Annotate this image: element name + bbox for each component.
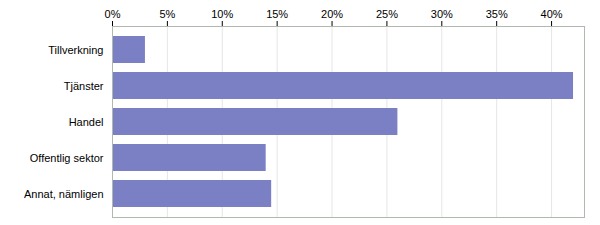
svg-text:15%: 15%: [266, 8, 288, 20]
svg-text:Tjänster: Tjänster: [64, 80, 104, 92]
svg-text:20%: 20%: [321, 8, 343, 20]
svg-text:35%: 35%: [486, 8, 508, 20]
svg-text:Tillverkning: Tillverkning: [48, 44, 103, 56]
svg-text:30%: 30%: [431, 8, 453, 20]
svg-text:40%: 40%: [541, 8, 563, 20]
svg-text:5%: 5%: [159, 8, 175, 20]
svg-text:10%: 10%: [211, 8, 233, 20]
svg-text:Annat, nämligen: Annat, nämligen: [24, 188, 104, 200]
svg-text:25%: 25%: [376, 8, 398, 20]
svg-text:Handel: Handel: [69, 116, 104, 128]
svg-text:0%: 0%: [105, 8, 121, 20]
svg-text:Offentlig sektor: Offentlig sektor: [30, 152, 104, 164]
